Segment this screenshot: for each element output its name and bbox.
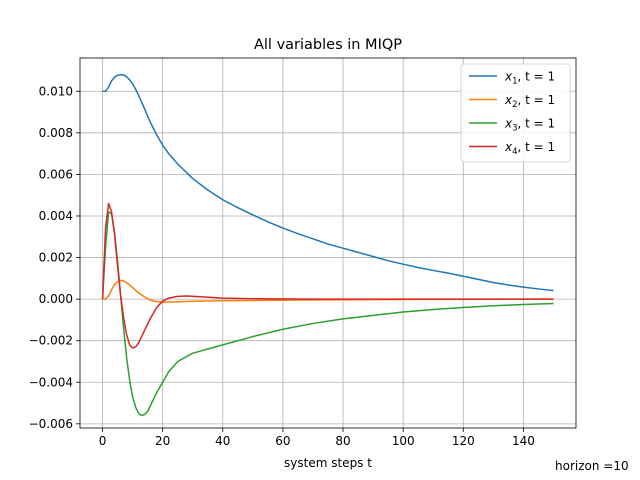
legend-suffix: , t = 1 bbox=[518, 117, 556, 131]
legend-subscript: 2 bbox=[512, 100, 517, 110]
y-tick-label: −0.002 bbox=[29, 334, 73, 348]
legend-subscript: 1 bbox=[512, 77, 517, 87]
x-axis: 0 20 40 60 80 100 120 140 bbox=[99, 428, 535, 448]
y-tick-label: −0.004 bbox=[29, 375, 73, 389]
x-axis-label: system steps t bbox=[284, 456, 372, 470]
series-line-x2 bbox=[102, 279, 554, 303]
legend-label: x4, t = 1 bbox=[504, 140, 555, 157]
x-tick-label: 140 bbox=[512, 434, 535, 448]
legend-var: x bbox=[504, 117, 513, 131]
y-tick-label: 0.004 bbox=[39, 209, 73, 223]
legend-var: x bbox=[504, 70, 513, 84]
x-tick-label: 80 bbox=[335, 434, 350, 448]
legend-subscript: 4 bbox=[512, 147, 517, 157]
chart-title: All variables in MIQP bbox=[254, 37, 402, 53]
horizon-footnote: horizon =10 bbox=[555, 459, 629, 473]
series-line-x3 bbox=[101, 211, 554, 417]
grid bbox=[80, 58, 576, 428]
x-tick-label: 40 bbox=[215, 434, 230, 448]
x-tick-label: 120 bbox=[452, 434, 475, 448]
legend-label: x3, t = 1 bbox=[504, 117, 555, 134]
legend-label: x2, t = 1 bbox=[504, 93, 555, 110]
y-tick-label: −0.006 bbox=[29, 417, 73, 431]
legend: x1, t = 1x2, t = 1x3, t = 1x4, t = 1 bbox=[460, 63, 571, 163]
y-axis: −0.006 −0.004 −0.002 0.000 0.002 0.004 0.006 0.… bbox=[29, 84, 80, 431]
legend-subscript: 3 bbox=[512, 124, 517, 134]
legend-var: x bbox=[504, 93, 513, 107]
legend-label: x1, t = 1 bbox=[504, 70, 555, 87]
legend-suffix: , t = 1 bbox=[518, 70, 556, 84]
y-tick-label: 0.006 bbox=[39, 167, 73, 181]
legend-var: x bbox=[504, 140, 513, 154]
x-tick-label: 0 bbox=[99, 434, 107, 448]
legend-box bbox=[460, 63, 571, 163]
x-tick-label: 20 bbox=[155, 434, 170, 448]
y-tick-label: 0.010 bbox=[39, 84, 73, 98]
series-line-x1 bbox=[102, 73, 554, 292]
series-group bbox=[101, 73, 554, 417]
y-tick-label: 0.002 bbox=[39, 251, 73, 265]
x-tick-label: 60 bbox=[275, 434, 290, 448]
plot-frame bbox=[79, 57, 577, 429]
y-tick-label: 0.008 bbox=[39, 126, 73, 140]
legend-suffix: , t = 1 bbox=[518, 140, 556, 154]
series-line-x4 bbox=[101, 202, 554, 349]
legend-suffix: , t = 1 bbox=[518, 93, 556, 107]
y-tick-label: 0.000 bbox=[39, 292, 73, 306]
x-tick-label: 100 bbox=[392, 434, 415, 448]
